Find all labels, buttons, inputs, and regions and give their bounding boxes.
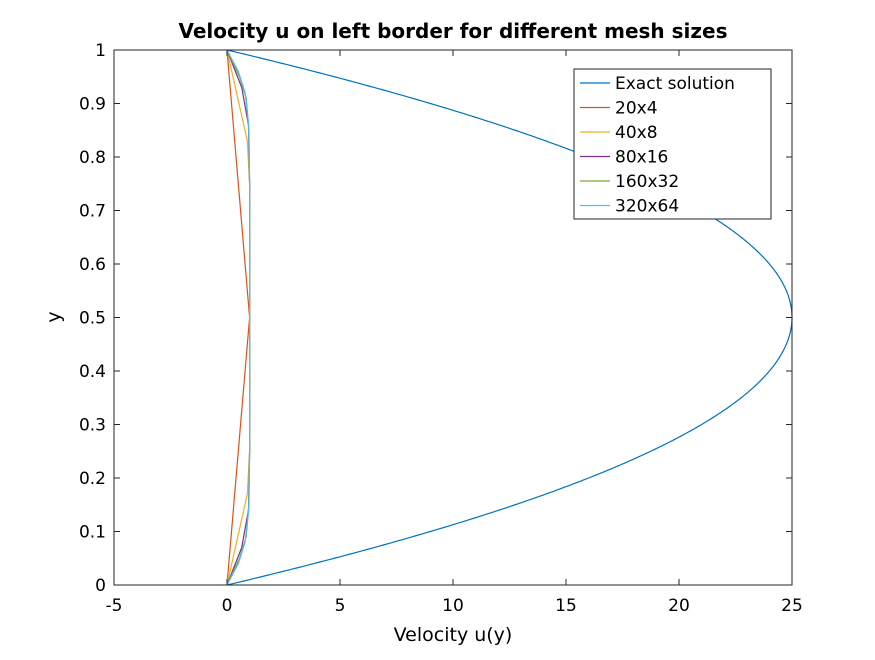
chart-title: Velocity u on left border for different … [178,19,727,43]
y-tick-label: 1 [95,41,106,61]
series-line-4 [226,49,251,586]
legend-label: 320x64 [615,197,679,217]
series-line-2 [226,49,251,586]
y-tick-label: 0.7 [79,202,106,222]
legend-box [573,68,772,220]
x-tick-label: 15 [555,596,577,616]
x-tick-label: 0 [222,596,233,616]
y-tick-label: 0.6 [79,255,106,275]
legend-label: 80x16 [615,148,668,168]
x-tick-label: -5 [106,596,123,616]
y-tick-label: 0 [95,576,106,596]
y-tick-label: 0.2 [79,469,106,489]
legend: Exact solution 20x4 40x8 80x16 160x32 320x64 [573,68,772,220]
y-tick-label: 0.9 [79,95,106,115]
series-line-3 [226,49,251,586]
legend-label: 20x4 [615,99,658,119]
x-axis-ticks: -5 0 5 10 15 20 25 [106,50,803,616]
y-axis-ticks: 0 0.1 0.2 0.3 0.4 0.5 0.6 0.7 0.8 0.9 1 [79,41,792,596]
x-axis-label: Velocity u(y) [394,624,513,646]
y-tick-label: 0.4 [79,362,106,382]
y-tick-label: 0.8 [79,148,106,168]
legend-entries: Exact solution 20x4 40x8 80x16 160x32 320x64 [580,74,735,217]
series-line-1 [226,49,251,586]
x-tick-label: 10 [442,596,464,616]
y-tick-label: 0.5 [79,309,106,329]
legend-label: 40x8 [615,123,658,143]
legend-label: 160x32 [615,172,679,192]
y-axis-label: y [43,311,65,322]
y-tick-label: 0.1 [79,523,106,543]
legend-label: Exact solution [615,74,735,94]
x-tick-label: 25 [781,596,803,616]
x-tick-label: 20 [668,596,690,616]
x-tick-label: 5 [335,596,346,616]
y-tick-label: 0.3 [79,416,106,436]
series-line-5 [226,49,251,586]
